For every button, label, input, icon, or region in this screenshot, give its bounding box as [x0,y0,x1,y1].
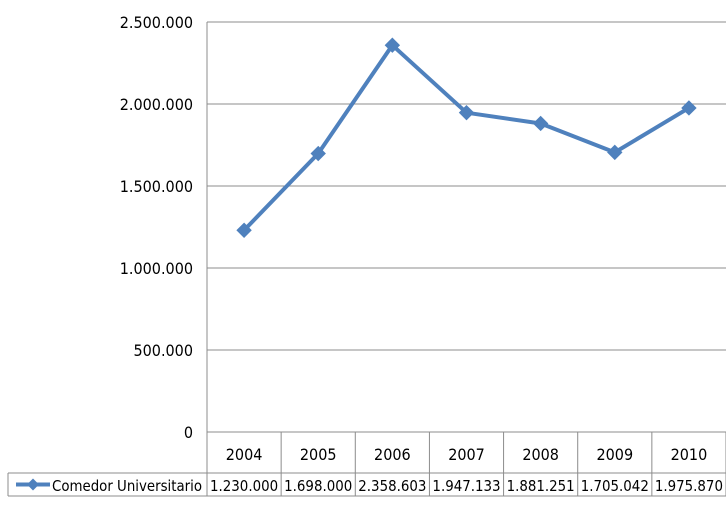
data-table-value: 1.947.133 [432,477,500,495]
x-tick-label: 2007 [448,445,485,464]
y-tick-label: 2.500.000 [120,13,193,32]
data-point-marker [384,37,401,53]
data-point-marker [458,104,475,121]
y-tick-label: 2.000.000 [120,95,193,114]
x-tick-label: 2006 [374,445,411,464]
data-table-value: 1.705.042 [581,477,649,495]
data-table-value: 2.358.603 [358,477,426,495]
data-table-value: 1.881.251 [507,477,575,495]
data-table-value: 1.230.000 [210,477,278,495]
x-tick-label: 2010 [671,445,708,464]
x-tick-label: 2008 [522,445,559,464]
x-tick-label: 2009 [596,445,633,464]
data-table-value: 1.975.870 [655,477,723,495]
data-point-marker [310,145,326,162]
x-tick-label: 2004 [226,445,263,464]
data-point-marker [681,100,697,116]
data-table-value: 1.698.000 [284,477,352,495]
legend-marker-swatch [27,478,39,491]
x-tick-label: 2005 [300,445,337,464]
data-point-marker [532,115,549,132]
legend-series-name: Comedor Universitario [52,477,202,495]
y-tick-label: 0 [184,423,193,442]
y-tick-label: 1.000.000 [120,259,193,278]
data-point-marker [607,144,623,161]
y-tick-label: 1.500.000 [120,177,193,196]
data-point-marker [236,222,252,238]
series-line [242,43,691,233]
y-tick-label: 500.000 [133,341,193,360]
